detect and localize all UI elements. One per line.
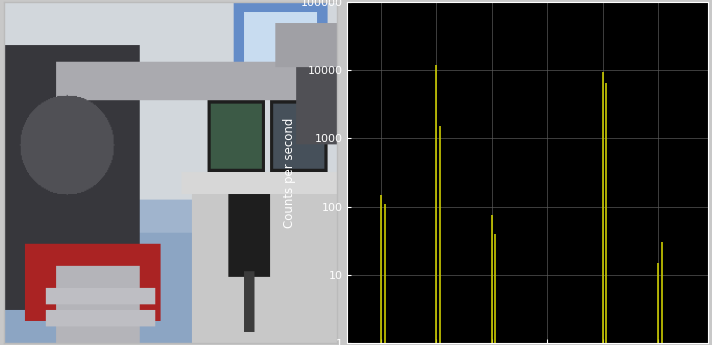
Y-axis label: Counts per second: Counts per second [283, 117, 296, 228]
